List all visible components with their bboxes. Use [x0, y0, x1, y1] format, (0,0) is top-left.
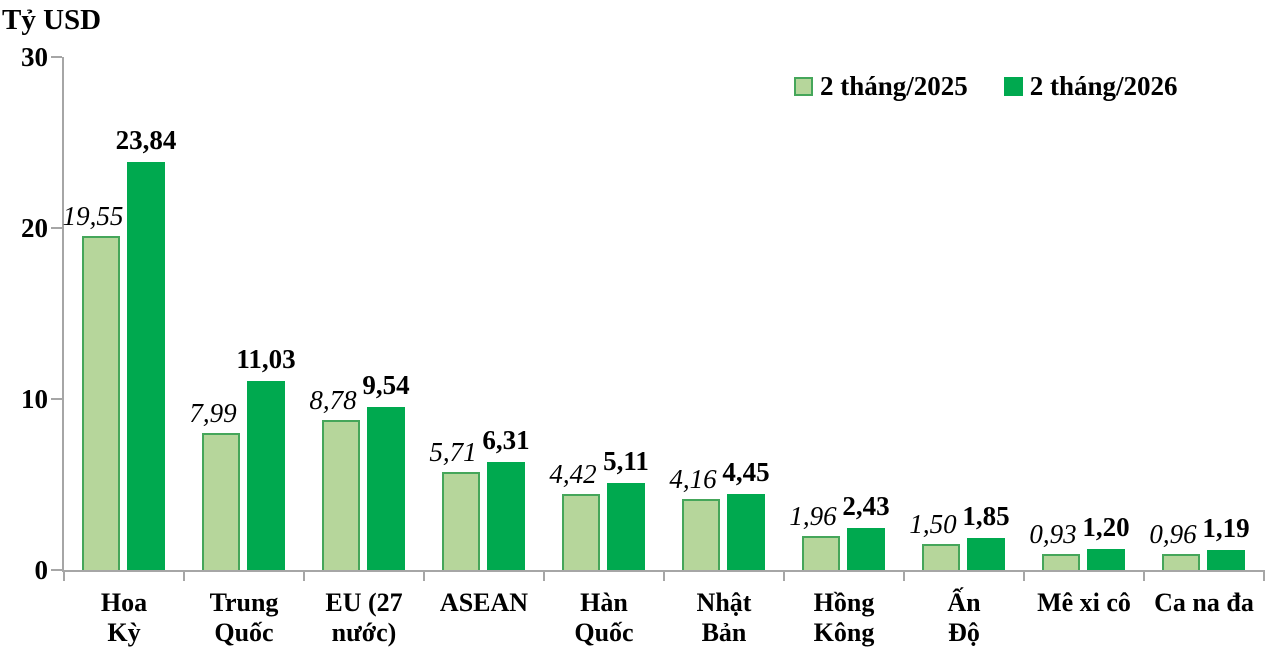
value-label-2025-3: 5,71: [429, 437, 477, 467]
y-tick-label-10: 10: [21, 384, 48, 414]
value-label-2026-2: 9,54: [362, 370, 410, 400]
bar-2025-6: [802, 536, 840, 570]
value-label-2026-7: 1,85: [962, 501, 1010, 531]
category-label-8: Mê xi cô: [1037, 588, 1131, 617]
legend-label-2025: 2 tháng/2025: [820, 71, 968, 101]
category-label-3: ASEAN: [439, 588, 529, 617]
x-tick-6: [783, 572, 785, 581]
category-label-4: Hàn Quốc: [574, 588, 634, 647]
legend: 2 tháng/2025 2 tháng/2026: [794, 71, 1178, 102]
legend-entry-2025: 2 tháng/2025: [794, 71, 968, 102]
category-label-0: Hoa Kỳ: [100, 588, 148, 647]
bar-2025-2: [322, 420, 360, 570]
x-tick-4: [543, 572, 545, 581]
value-label-2025-4: 4,42: [549, 459, 597, 489]
y-axis-unit-label: Tỷ USD: [2, 4, 102, 36]
value-label-2025-1: 7,99: [189, 398, 237, 428]
x-tick-8: [1023, 572, 1025, 581]
bar-2025-4: [562, 494, 600, 570]
category-label-1: Trung Quốc: [209, 588, 279, 647]
bar-2025-3: [442, 472, 480, 570]
bar-2025-8: [1042, 554, 1080, 570]
bar-2026-6: [847, 528, 885, 570]
value-label-2025-8: 0,93: [1029, 519, 1077, 549]
value-label-2026-4: 5,11: [603, 446, 649, 476]
value-label-2026-9: 1,19: [1202, 513, 1250, 543]
bar-2026-7: [967, 538, 1005, 570]
y-tick-30: [51, 56, 62, 58]
bar-2025-9: [1162, 554, 1200, 570]
y-tick-label-20: 20: [21, 213, 48, 243]
category-label-5: Nhật Bản: [696, 588, 752, 647]
bar-2026-1: [247, 381, 285, 570]
category-label-7: Ấn Độ: [947, 588, 981, 647]
bar-2026-5: [727, 494, 765, 570]
value-label-2025-6: 1,96: [789, 501, 837, 531]
legend-swatch-2026: [1003, 77, 1023, 96]
x-tick-9: [1143, 572, 1145, 581]
x-tick-3: [423, 572, 425, 581]
x-tick-2: [303, 572, 305, 581]
y-tick-label-30: 30: [21, 42, 48, 72]
category-label-2: EU (27 nước): [325, 588, 403, 647]
category-label-6: Hồng Kông: [813, 588, 875, 647]
value-label-2025-5: 4,16: [669, 464, 717, 494]
y-tick-20: [51, 227, 62, 229]
value-label-2026-8: 1,20: [1082, 512, 1130, 542]
value-label-2026-6: 2,43: [842, 491, 890, 521]
y-tick-label-0: 0: [34, 555, 49, 585]
value-label-2025-7: 1,50: [909, 509, 957, 539]
value-label-2026-5: 4,45: [722, 457, 770, 487]
bar-2026-4: [607, 483, 645, 570]
x-tick-7: [903, 572, 905, 581]
y-tick-0: [51, 569, 62, 571]
bar-2026-2: [367, 407, 405, 570]
legend-label-2026: 2 tháng/2026: [1029, 71, 1178, 101]
x-tick-5: [663, 572, 665, 581]
bar-2026-8: [1087, 549, 1125, 570]
value-label-2025-2: 8,78: [309, 385, 357, 415]
x-axis-line: [62, 570, 1265, 572]
bar-2025-5: [682, 499, 720, 570]
value-label-2026-1: 11,03: [236, 344, 296, 374]
y-axis-line: [62, 57, 64, 572]
value-label-2026-0: 23,84: [115, 125, 177, 155]
bar-2025-0: [82, 236, 120, 570]
category-label-9: Ca na đa: [1154, 588, 1254, 617]
bar-2026-9: [1207, 550, 1245, 570]
value-label-2025-0: 19,55: [62, 201, 124, 231]
x-tick-1: [183, 572, 185, 581]
bar-2025-7: [922, 544, 960, 570]
bar-2025-1: [202, 433, 240, 570]
bar-2026-3: [487, 462, 525, 570]
y-tick-10: [51, 398, 62, 400]
x-tick-0: [63, 572, 65, 581]
value-label-2025-9: 0,96: [1149, 519, 1197, 549]
legend-swatch-2025: [794, 77, 813, 96]
x-tick-10: [1263, 572, 1265, 581]
legend-entry-2026: 2 tháng/2026: [1003, 71, 1178, 102]
bar-2026-0: [127, 162, 165, 570]
value-label-2026-3: 6,31: [482, 425, 530, 455]
